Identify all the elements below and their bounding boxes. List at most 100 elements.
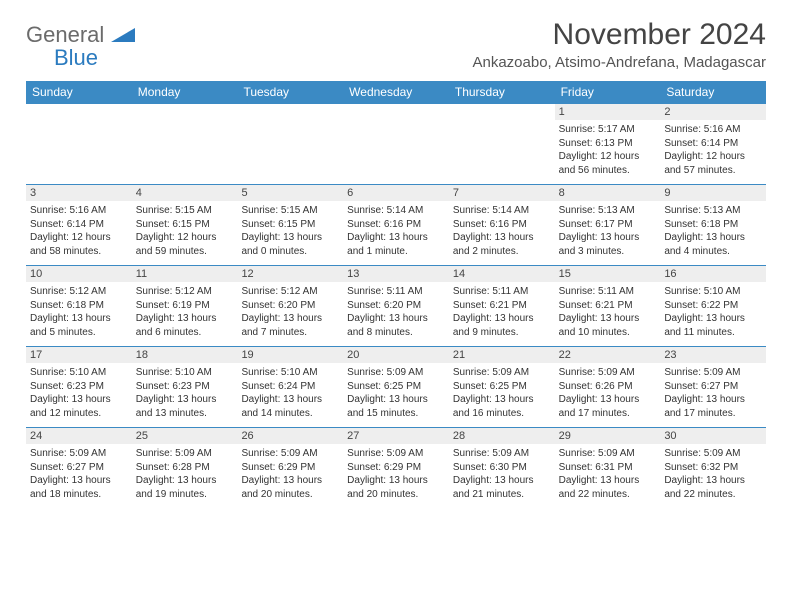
daylight-text-1: Daylight: 13 hours — [664, 312, 762, 326]
sunrise-text: Sunrise: 5:15 AM — [136, 204, 234, 218]
daylight-text-2: and 58 minutes. — [30, 245, 128, 259]
day-cell: 19Sunrise: 5:10 AMSunset: 6:24 PMDayligh… — [237, 347, 343, 427]
sunrise-text: Sunrise: 5:14 AM — [453, 204, 551, 218]
sunrise-text: Sunrise: 5:16 AM — [664, 123, 762, 137]
daylight-text-1: Daylight: 13 hours — [347, 312, 445, 326]
day-details: Sunrise: 5:09 AMSunset: 6:29 PMDaylight:… — [343, 444, 449, 505]
daylight-text-2: and 3 minutes. — [559, 245, 657, 259]
daylight-text-1: Daylight: 13 hours — [30, 474, 128, 488]
daylight-text-2: and 59 minutes. — [136, 245, 234, 259]
day-details: Sunrise: 5:15 AMSunset: 6:15 PMDaylight:… — [132, 201, 238, 262]
day-details: Sunrise: 5:09 AMSunset: 6:30 PMDaylight:… — [449, 444, 555, 505]
daylight-text-2: and 56 minutes. — [559, 164, 657, 178]
day-details: Sunrise: 5:09 AMSunset: 6:28 PMDaylight:… — [132, 444, 238, 505]
logo-triangle-icon — [111, 29, 135, 46]
day-cell: 26Sunrise: 5:09 AMSunset: 6:29 PMDayligh… — [237, 428, 343, 508]
day-number: 6 — [343, 185, 449, 201]
logo: General Blue — [26, 24, 135, 70]
day-details: Sunrise: 5:16 AMSunset: 6:14 PMDaylight:… — [26, 201, 132, 262]
daylight-text-1: Daylight: 13 hours — [347, 231, 445, 245]
day-number: 15 — [555, 266, 661, 282]
day-details: Sunrise: 5:09 AMSunset: 6:25 PMDaylight:… — [449, 363, 555, 424]
daylight-text-1: Daylight: 13 hours — [136, 474, 234, 488]
sunset-text: Sunset: 6:32 PM — [664, 461, 762, 475]
day-details: Sunrise: 5:12 AMSunset: 6:20 PMDaylight:… — [237, 282, 343, 343]
sunrise-text: Sunrise: 5:13 AM — [559, 204, 657, 218]
sunrise-text: Sunrise: 5:15 AM — [241, 204, 339, 218]
sunset-text: Sunset: 6:23 PM — [30, 380, 128, 394]
day-cell: 15Sunrise: 5:11 AMSunset: 6:21 PMDayligh… — [555, 266, 661, 346]
sunset-text: Sunset: 6:17 PM — [559, 218, 657, 232]
daylight-text-1: Daylight: 13 hours — [559, 312, 657, 326]
daylight-text-1: Daylight: 13 hours — [559, 393, 657, 407]
week-row: 24Sunrise: 5:09 AMSunset: 6:27 PMDayligh… — [26, 427, 766, 508]
sunset-text: Sunset: 6:14 PM — [664, 137, 762, 151]
day-number: 20 — [343, 347, 449, 363]
day-cell — [237, 104, 343, 184]
sunrise-text: Sunrise: 5:10 AM — [30, 366, 128, 380]
daylight-text-2: and 20 minutes. — [241, 488, 339, 502]
day-cell — [132, 104, 238, 184]
day-cell: 20Sunrise: 5:09 AMSunset: 6:25 PMDayligh… — [343, 347, 449, 427]
day-details: Sunrise: 5:11 AMSunset: 6:21 PMDaylight:… — [449, 282, 555, 343]
day-details: Sunrise: 5:10 AMSunset: 6:23 PMDaylight:… — [132, 363, 238, 424]
sunrise-text: Sunrise: 5:09 AM — [30, 447, 128, 461]
sunrise-text: Sunrise: 5:11 AM — [347, 285, 445, 299]
day-number: 10 — [26, 266, 132, 282]
day-cell: 14Sunrise: 5:11 AMSunset: 6:21 PMDayligh… — [449, 266, 555, 346]
day-number: 14 — [449, 266, 555, 282]
sunrise-text: Sunrise: 5:13 AM — [664, 204, 762, 218]
day-details: Sunrise: 5:13 AMSunset: 6:17 PMDaylight:… — [555, 201, 661, 262]
day-cell: 25Sunrise: 5:09 AMSunset: 6:28 PMDayligh… — [132, 428, 238, 508]
day-cell: 16Sunrise: 5:10 AMSunset: 6:22 PMDayligh… — [660, 266, 766, 346]
week-row: 3Sunrise: 5:16 AMSunset: 6:14 PMDaylight… — [26, 184, 766, 265]
sunrise-text: Sunrise: 5:10 AM — [664, 285, 762, 299]
weeks-container: 1Sunrise: 5:17 AMSunset: 6:13 PMDaylight… — [26, 103, 766, 508]
daylight-text-1: Daylight: 13 hours — [453, 231, 551, 245]
day-details: Sunrise: 5:12 AMSunset: 6:18 PMDaylight:… — [26, 282, 132, 343]
day-number: 27 — [343, 428, 449, 444]
sunset-text: Sunset: 6:30 PM — [453, 461, 551, 475]
sunset-text: Sunset: 6:15 PM — [241, 218, 339, 232]
day-details: Sunrise: 5:10 AMSunset: 6:23 PMDaylight:… — [26, 363, 132, 424]
daylight-text-1: Daylight: 12 hours — [664, 150, 762, 164]
sunrise-text: Sunrise: 5:09 AM — [453, 366, 551, 380]
day-cell: 6Sunrise: 5:14 AMSunset: 6:16 PMDaylight… — [343, 185, 449, 265]
sunrise-text: Sunrise: 5:09 AM — [453, 447, 551, 461]
day-number: 18 — [132, 347, 238, 363]
day-number: 29 — [555, 428, 661, 444]
daylight-text-2: and 14 minutes. — [241, 407, 339, 421]
weekday-header: Friday — [555, 81, 661, 103]
day-details: Sunrise: 5:10 AMSunset: 6:22 PMDaylight:… — [660, 282, 766, 343]
daylight-text-1: Daylight: 13 hours — [241, 312, 339, 326]
sunrise-text: Sunrise: 5:09 AM — [664, 366, 762, 380]
day-cell: 4Sunrise: 5:15 AMSunset: 6:15 PMDaylight… — [132, 185, 238, 265]
day-details: Sunrise: 5:15 AMSunset: 6:15 PMDaylight:… — [237, 201, 343, 262]
sunset-text: Sunset: 6:26 PM — [559, 380, 657, 394]
daylight-text-1: Daylight: 13 hours — [347, 393, 445, 407]
daylight-text-2: and 21 minutes. — [453, 488, 551, 502]
sunrise-text: Sunrise: 5:14 AM — [347, 204, 445, 218]
day-number: 13 — [343, 266, 449, 282]
day-cell: 29Sunrise: 5:09 AMSunset: 6:31 PMDayligh… — [555, 428, 661, 508]
sunset-text: Sunset: 6:20 PM — [347, 299, 445, 313]
day-cell: 28Sunrise: 5:09 AMSunset: 6:30 PMDayligh… — [449, 428, 555, 508]
logo-word-2: Blue — [54, 45, 98, 70]
day-details: Sunrise: 5:13 AMSunset: 6:18 PMDaylight:… — [660, 201, 766, 262]
weekday-header: Thursday — [449, 81, 555, 103]
day-cell: 24Sunrise: 5:09 AMSunset: 6:27 PMDayligh… — [26, 428, 132, 508]
sunset-text: Sunset: 6:21 PM — [559, 299, 657, 313]
sunset-text: Sunset: 6:15 PM — [136, 218, 234, 232]
day-number: 12 — [237, 266, 343, 282]
daylight-text-1: Daylight: 13 hours — [30, 312, 128, 326]
daylight-text-2: and 16 minutes. — [453, 407, 551, 421]
day-number: 22 — [555, 347, 661, 363]
sunrise-text: Sunrise: 5:10 AM — [241, 366, 339, 380]
sunset-text: Sunset: 6:27 PM — [30, 461, 128, 475]
sunrise-text: Sunrise: 5:09 AM — [664, 447, 762, 461]
daylight-text-1: Daylight: 13 hours — [241, 231, 339, 245]
day-details: Sunrise: 5:09 AMSunset: 6:26 PMDaylight:… — [555, 363, 661, 424]
daylight-text-2: and 57 minutes. — [664, 164, 762, 178]
daylight-text-1: Daylight: 13 hours — [453, 393, 551, 407]
daylight-text-1: Daylight: 13 hours — [241, 474, 339, 488]
